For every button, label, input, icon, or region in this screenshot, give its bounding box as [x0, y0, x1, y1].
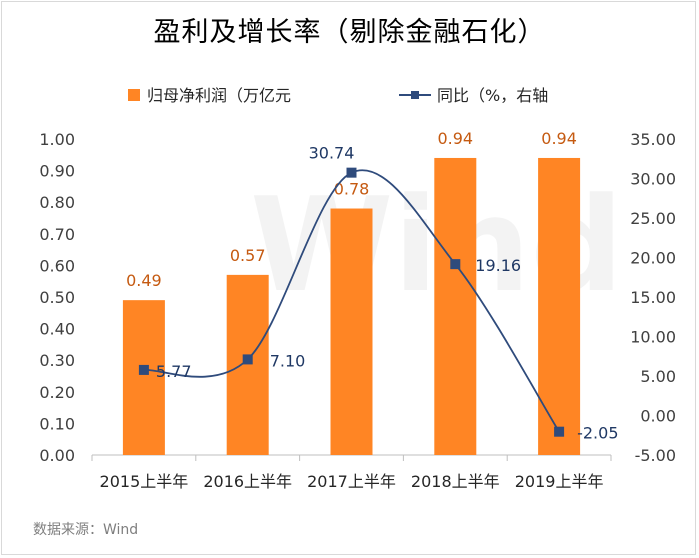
y-right-tick-label: 0.00 [640, 407, 676, 426]
x-tick-label: 2018上半年 [411, 472, 500, 491]
y-right-tick-label: 35.00 [630, 130, 676, 149]
plot-area: 2015上半年 2016上半年 2017上半年 2018上半年 2019上半年 0.00 0… [39, 129, 676, 491]
bar [122, 300, 165, 455]
bar [434, 157, 477, 455]
y-left-tick-label: 0.40 [39, 320, 75, 339]
legend-line-marker [411, 91, 419, 99]
y-left-tick-label: 0.70 [39, 225, 75, 244]
legend-bar-swatch [128, 89, 140, 101]
x-tick-label: 2017上半年 [307, 472, 396, 491]
y-left-tick-label: 0.20 [39, 383, 75, 402]
x-tick-label: 2019上半年 [515, 472, 604, 491]
y-left-tick-label: 0.50 [39, 288, 75, 307]
line-data-label: 5.77 [156, 362, 192, 381]
y-left-tick-label: 0.60 [39, 256, 75, 275]
y-left-tick-label: 0.90 [39, 162, 75, 181]
x-tick-label: 2016上半年 [203, 472, 292, 491]
data-source: 数据来源：Wind [33, 522, 139, 538]
y-right-tick-label: 10.00 [630, 328, 676, 347]
y-right-tick-label: 20.00 [630, 249, 676, 268]
line-data-label: 30.74 [309, 144, 355, 163]
line-marker [242, 354, 253, 365]
y-left-tick-label: 0.10 [39, 414, 75, 433]
y-right-tick-label: 25.00 [630, 209, 676, 228]
bar-data-label: 0.78 [334, 180, 370, 199]
bar-data-label: 0.94 [541, 129, 577, 148]
line-data-label: -2.05 [577, 424, 618, 443]
line-data-label: 7.10 [270, 351, 306, 370]
line-marker [554, 426, 565, 437]
y-right-tick-label: 15.00 [630, 288, 676, 307]
bar-data-label: 0.57 [230, 246, 266, 265]
y-left-tick-label: 1.00 [39, 130, 75, 149]
bar [538, 157, 581, 455]
y-right-tick-label: -5.00 [635, 446, 676, 465]
line-data-label: 19.16 [475, 256, 521, 275]
line-marker [346, 167, 357, 178]
bar-data-label: 0.49 [126, 271, 162, 290]
chart-title: 盈利及增长率（剔除金融石化） [153, 17, 546, 48]
y-right-tick-label: 30.00 [630, 170, 676, 189]
y-right-tick-label: 5.00 [640, 367, 676, 386]
line-marker [450, 259, 461, 270]
bar [226, 274, 269, 455]
bar [330, 208, 373, 455]
y-left-tick-label: 0.30 [39, 351, 75, 370]
bar-data-label: 0.94 [437, 129, 473, 148]
y-left-tick-label: 0.80 [39, 193, 75, 212]
legend-line-label: 同比（%，右轴 [437, 86, 548, 105]
y-left-tick-label: 0.00 [39, 446, 75, 465]
legend-bar-label: 归母净利润（万亿元 [147, 86, 291, 105]
x-tick-label: 2015上半年 [100, 472, 189, 491]
legend: 归母净利润（万亿元 同比（%，右轴 [128, 86, 548, 105]
line-marker [138, 364, 149, 375]
